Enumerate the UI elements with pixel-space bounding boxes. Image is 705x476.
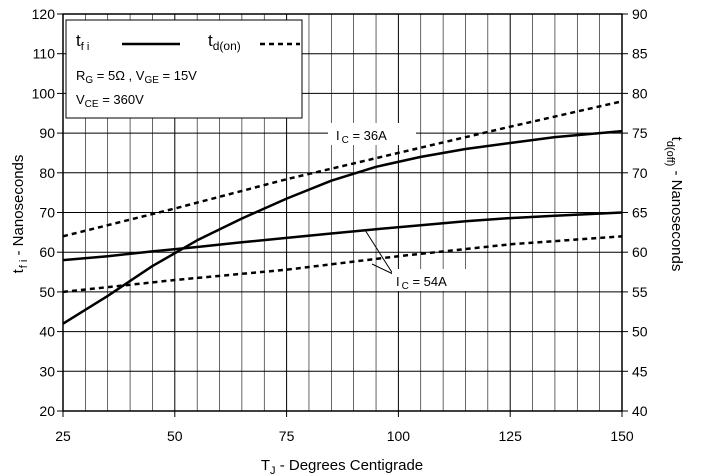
y-tick-label-left: 100	[32, 85, 56, 101]
x-tick-label: 150	[610, 428, 634, 444]
y-tick-label-left: 70	[39, 205, 55, 221]
x-tick-label: 125	[499, 428, 523, 444]
y-tick-label-right: 40	[632, 403, 648, 419]
series-line-1	[63, 131, 622, 324]
y-tick-label-left: 90	[39, 125, 55, 141]
y-tick-label-right: 80	[632, 85, 648, 101]
x-tick-label: 75	[279, 428, 295, 444]
y-tick-label-left: 30	[39, 363, 55, 379]
x-axis-label: TJ - Degrees Centigrade	[261, 457, 423, 476]
y-tick-label-right: 75	[632, 125, 648, 141]
x-tick-label: 25	[55, 428, 71, 444]
y-tick-label-right: 90	[632, 6, 648, 22]
y-tick-label-right: 55	[632, 284, 648, 300]
y-tick-label-left: 110	[33, 46, 56, 62]
y-tick-label-left: 60	[39, 244, 55, 260]
y-tick-label-right: 70	[632, 165, 648, 181]
y-axis-label-left: tf i - Nanoseconds	[10, 155, 30, 274]
series-line-4	[63, 236, 622, 292]
y-tick-label-left: 40	[39, 324, 55, 340]
y-tick-label-left: 120	[32, 6, 56, 22]
y-tick-label-left: 50	[39, 284, 55, 300]
x-tick-label: 50	[167, 428, 183, 444]
y-tick-label-right: 45	[632, 363, 648, 379]
x-tick-label: 100	[387, 428, 411, 444]
y-tick-label-right: 85	[632, 46, 648, 62]
y-tick-label-left: 20	[39, 403, 55, 419]
y-tick-label-right: 60	[632, 244, 648, 260]
y-axis-label-right: td(off) - Nanoseconds	[664, 137, 685, 272]
y-tick-label-right: 50	[632, 324, 648, 340]
series-line-2	[63, 213, 622, 261]
y-tick-label-left: 80	[39, 165, 55, 181]
y-tick-label-right: 65	[632, 205, 648, 221]
legend: tf i td(on) RG = 5Ω , VGE = 15V VCE = 36…	[66, 20, 302, 118]
